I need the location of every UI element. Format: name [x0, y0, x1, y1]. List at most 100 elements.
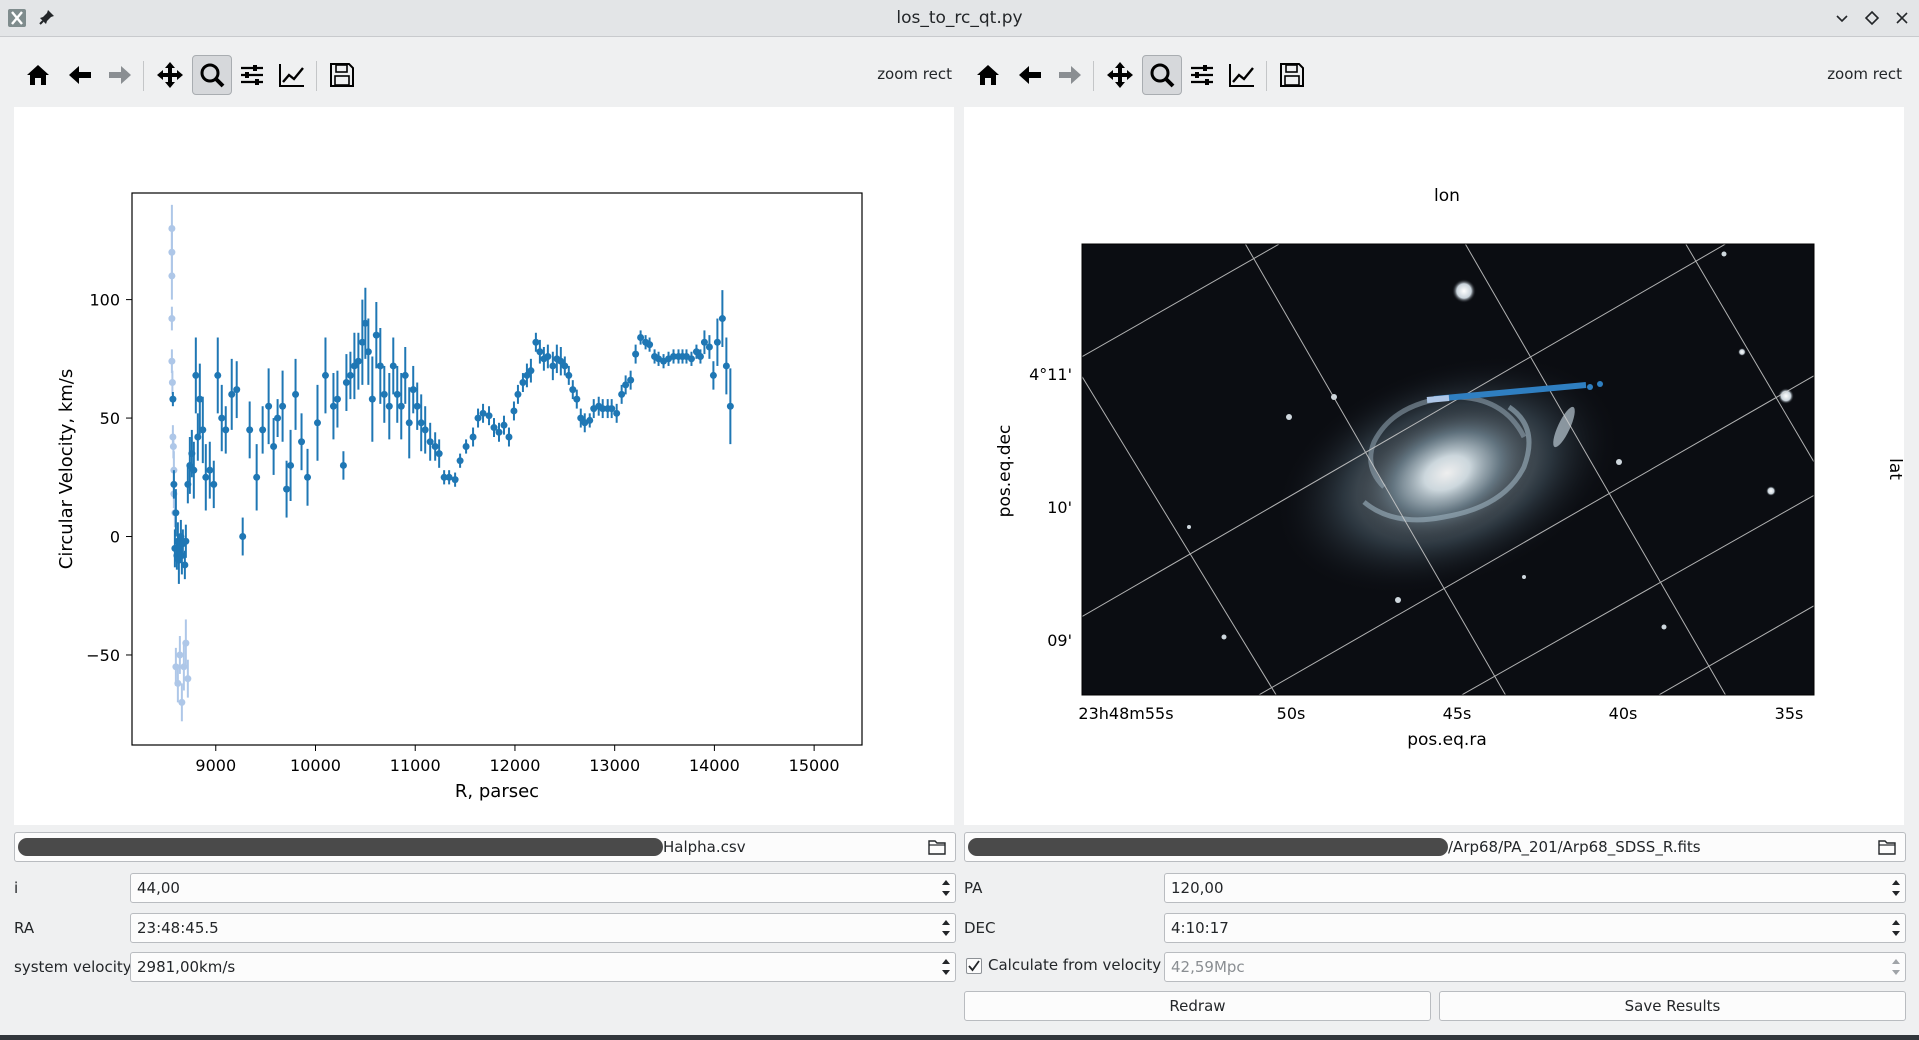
redraw-button[interactable]: Redraw — [964, 991, 1431, 1021]
edit-axis-button[interactable] — [272, 55, 312, 95]
save-results-button[interactable]: Save Results — [1439, 991, 1906, 1021]
spin-arrows-icon[interactable] — [937, 953, 955, 981]
system-velocity-spinbox[interactable]: 2981,00km/s — [130, 952, 956, 982]
data-point — [510, 401, 518, 421]
data-point — [670, 349, 678, 364]
x-axis-label: pos.eq.ra — [1407, 730, 1487, 750]
forward-button[interactable] — [1050, 55, 1090, 95]
folder-icon[interactable] — [1877, 838, 1897, 856]
inclination-spinbox[interactable]: 44,00 — [130, 873, 956, 903]
top-axis-label: lon — [1434, 186, 1460, 206]
data-point — [505, 427, 513, 447]
pan-button[interactable] — [1100, 55, 1140, 95]
home-button[interactable] — [18, 55, 58, 95]
data-point — [178, 683, 186, 722]
spin-arrows-icon[interactable] — [1887, 953, 1905, 981]
y-tick-label: 100 — [89, 291, 120, 310]
data-point — [632, 344, 640, 364]
y-tick-label: −50 — [86, 646, 120, 665]
sliders-icon — [241, 65, 263, 85]
x-tick-label: 10000 — [290, 756, 341, 775]
data-point — [692, 344, 700, 359]
data-point — [182, 524, 190, 558]
left-plot-toolbar — [18, 55, 958, 97]
sky-image — [1082, 244, 1814, 695]
data-point — [479, 403, 487, 423]
rotation-curve-canvas[interactable]: 9000 10000 11000 12000 13000 14000 15000 −50 0 50… — [14, 107, 954, 825]
maximize-icon[interactable] — [1862, 8, 1882, 28]
folder-icon[interactable] — [927, 838, 947, 856]
x-tick-label: 9000 — [195, 756, 236, 775]
minimize-icon[interactable] — [1832, 8, 1852, 28]
data-point — [368, 356, 376, 442]
data-point — [474, 408, 482, 428]
data-point — [536, 339, 544, 364]
spin-arrows-icon[interactable] — [937, 914, 955, 942]
back-button[interactable] — [1010, 55, 1050, 95]
data-point — [199, 396, 207, 464]
data-point — [599, 399, 607, 419]
distance-value: 42,59Mpc — [1171, 958, 1245, 976]
data-point — [233, 361, 241, 419]
data-point — [292, 358, 300, 430]
data-point — [228, 358, 236, 430]
back-button[interactable] — [60, 55, 100, 95]
save-figure-button[interactable] — [322, 55, 362, 95]
dec-value: 4:10:17 — [1171, 919, 1229, 937]
configure-subplots-button[interactable] — [232, 55, 272, 95]
data-point — [718, 290, 726, 347]
data-point — [687, 351, 695, 366]
data-point — [445, 470, 453, 485]
calculate-from-velocity-checkbox[interactable] — [966, 958, 982, 974]
data-point — [519, 373, 527, 393]
data-point — [170, 470, 178, 499]
forward-button[interactable] — [100, 55, 140, 95]
data-point — [577, 408, 585, 428]
data-point — [298, 413, 306, 471]
data-point — [210, 460, 218, 509]
data-point — [346, 351, 354, 400]
data-point — [569, 380, 577, 400]
edit-axis-button[interactable] — [1222, 55, 1262, 95]
data-point — [469, 427, 477, 447]
save-figure-button[interactable] — [1272, 55, 1312, 95]
x-tick-label: 14000 — [689, 756, 740, 775]
home-button[interactable] — [968, 55, 1008, 95]
configure-subplots-button[interactable] — [1182, 55, 1222, 95]
zoom-button[interactable] — [1142, 55, 1182, 95]
position-angle-value: 120,00 — [1171, 879, 1224, 897]
distance-spinbox[interactable]: 42,59Mpc — [1164, 952, 1906, 982]
data-point — [239, 517, 247, 556]
data-point — [265, 368, 273, 445]
spin-arrows-icon[interactable] — [1887, 874, 1905, 902]
data-point — [500, 415, 508, 435]
data-point — [380, 365, 388, 423]
zoom-button[interactable] — [192, 55, 232, 95]
data-point — [565, 365, 573, 385]
data-point — [329, 373, 337, 440]
data-point — [218, 384, 226, 452]
ra-tick-label: 23h48m55s — [1078, 704, 1173, 723]
data-point — [409, 365, 417, 414]
data-point — [184, 659, 192, 698]
spin-arrows-icon[interactable] — [937, 874, 955, 902]
spin-arrows-icon[interactable] — [1887, 914, 1905, 942]
csv-file-input[interactable]: Halpha.csv — [14, 832, 956, 862]
magnifier-icon — [200, 63, 225, 88]
checkmark-icon — [968, 960, 980, 972]
data-point — [618, 384, 626, 404]
pin-icon[interactable] — [38, 8, 56, 26]
dec-spinbox[interactable]: 4:10:17 — [1164, 913, 1906, 943]
y-axis-label: pos.eq.dec — [995, 425, 1015, 518]
fits-file-input[interactable]: /Arp68/PA_201/Arp68_SDSS_R.fits — [964, 832, 1906, 862]
pan-button[interactable] — [150, 55, 190, 95]
close-icon[interactable] — [1892, 8, 1912, 28]
galaxy-image-canvas[interactable]: lon lat — [964, 107, 1905, 825]
position-angle-spinbox[interactable]: 120,00 — [1164, 873, 1906, 903]
data-point — [270, 418, 278, 475]
line-chart-icon — [279, 64, 304, 87]
title-bar: los_to_rc_qt.py — [0, 0, 1919, 37]
data-point — [561, 356, 569, 376]
data-point — [222, 406, 230, 454]
ra-spinbox[interactable]: 23:48:45.5 — [130, 913, 956, 943]
